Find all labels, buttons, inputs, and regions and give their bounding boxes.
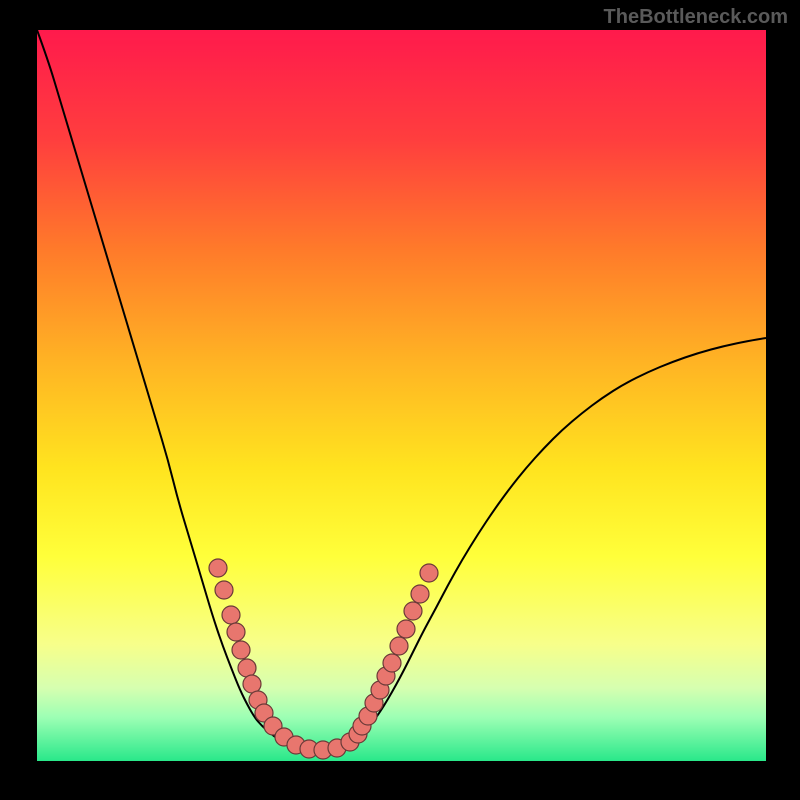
marker-point bbox=[209, 559, 227, 577]
marker-point bbox=[222, 606, 240, 624]
bottleneck-chart bbox=[0, 0, 800, 800]
marker-point bbox=[243, 675, 261, 693]
marker-point bbox=[227, 623, 245, 641]
marker-point bbox=[420, 564, 438, 582]
watermark-text: TheBottleneck.com bbox=[604, 6, 788, 29]
marker-point bbox=[411, 585, 429, 603]
marker-point bbox=[383, 654, 401, 672]
marker-point bbox=[397, 620, 415, 638]
marker-point bbox=[215, 581, 233, 599]
marker-point bbox=[390, 637, 408, 655]
marker-point bbox=[404, 602, 422, 620]
marker-point bbox=[238, 659, 256, 677]
marker-point bbox=[232, 641, 250, 659]
